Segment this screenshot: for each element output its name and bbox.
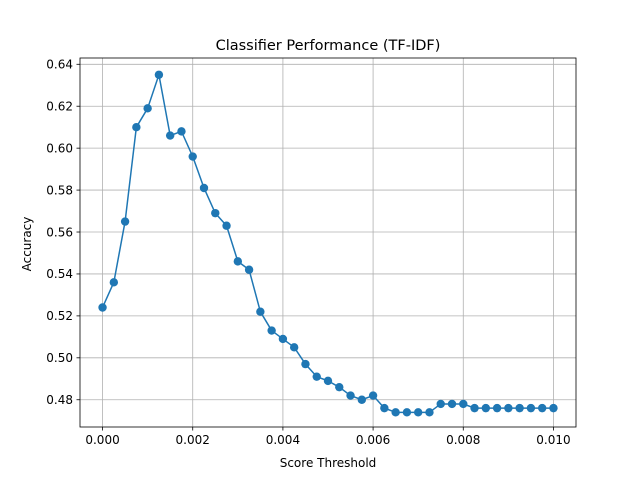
data-point xyxy=(380,403,389,413)
data-point xyxy=(256,307,265,316)
data-point xyxy=(177,127,186,136)
data-point xyxy=(447,399,457,409)
x-axis-ticks: 0.000 0.002 0.004 0.006 0.008 0.010 xyxy=(85,427,571,447)
data-point xyxy=(244,265,254,274)
data-point xyxy=(143,104,152,113)
data-point xyxy=(98,303,107,312)
data-point xyxy=(109,278,119,287)
axes xyxy=(79,57,577,428)
data-point xyxy=(346,391,355,400)
x-tick-label: 0.004 xyxy=(266,433,300,447)
data-point xyxy=(504,403,513,413)
x-tick-label: 0.008 xyxy=(446,433,480,447)
data-point xyxy=(188,152,197,161)
y-tick-label: 0.64 xyxy=(46,58,73,72)
grid xyxy=(80,58,576,427)
data-point xyxy=(199,183,209,193)
data-point xyxy=(537,403,547,413)
chart-title: Classifier Performance (TF-IDF) xyxy=(216,38,441,54)
data-point xyxy=(413,408,423,417)
data-point xyxy=(492,403,502,413)
y-tick-label: 0.56 xyxy=(46,225,73,239)
data-point xyxy=(222,221,231,230)
data-point xyxy=(391,408,400,417)
data-point xyxy=(120,217,130,226)
y-tick-label: 0.52 xyxy=(46,309,73,323)
y-tick-label: 0.62 xyxy=(46,100,73,114)
y-tick-label: 0.60 xyxy=(46,141,73,155)
x-tick-label: 0.006 xyxy=(356,433,390,447)
y-tick-label: 0.50 xyxy=(46,351,73,365)
data-point xyxy=(357,395,367,404)
data-point xyxy=(165,131,175,140)
data-point xyxy=(526,403,536,413)
data-point xyxy=(425,408,434,417)
data-point xyxy=(481,403,491,413)
y-tick-label: 0.48 xyxy=(46,393,73,407)
y-tick-label: 0.58 xyxy=(46,183,73,197)
data-point xyxy=(436,399,445,409)
x-tick-label: 0.000 xyxy=(85,433,119,447)
y-axis-ticks: 0.48 0.50 0.52 0.54 0.56 0.58 0.60 0.62 0.64 xyxy=(46,58,80,407)
x-axis-label: Score Threshold xyxy=(280,456,377,470)
data-point xyxy=(549,403,558,413)
data-point xyxy=(515,403,524,413)
plot-frame xyxy=(79,57,577,428)
series-layer xyxy=(98,70,558,417)
data-point xyxy=(289,343,299,352)
data-point xyxy=(132,122,141,132)
data-point xyxy=(402,408,412,417)
data-point xyxy=(312,372,321,381)
data-point xyxy=(211,208,220,218)
data-point xyxy=(267,326,276,335)
data-point xyxy=(459,399,468,409)
data-point xyxy=(278,334,288,344)
x-tick-label: 0.010 xyxy=(536,433,570,447)
data-point xyxy=(323,376,333,386)
data-point xyxy=(335,382,344,392)
data-point xyxy=(154,70,164,79)
data-point xyxy=(301,359,310,369)
data-point xyxy=(470,403,479,413)
data-point xyxy=(368,391,378,400)
y-axis-label: Accuracy xyxy=(20,217,34,272)
x-tick-label: 0.002 xyxy=(176,433,210,447)
data-point xyxy=(233,257,243,266)
y-tick-label: 0.54 xyxy=(46,267,73,281)
